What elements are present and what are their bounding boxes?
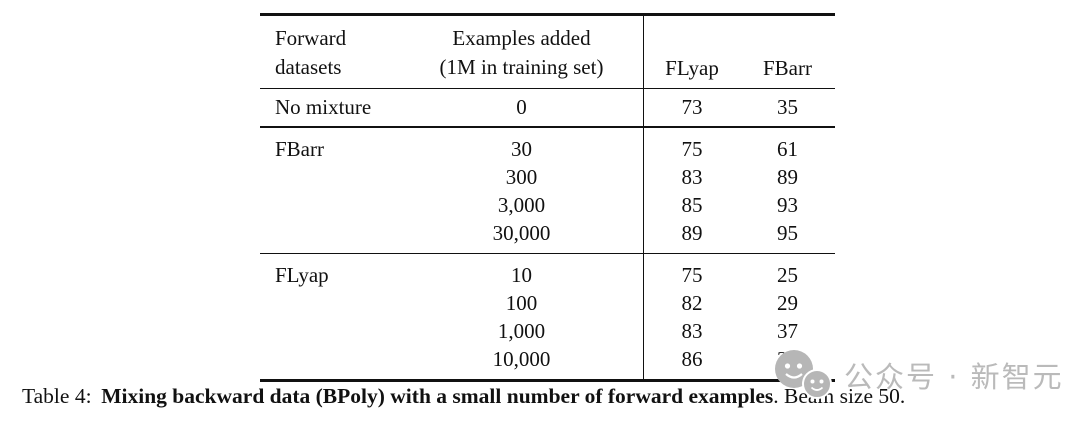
flyap-score: 75: [681, 263, 703, 287]
header-text: (1M in training set): [439, 54, 604, 79]
fbarr-score: 89: [777, 164, 798, 189]
chat-bubbles-icon: [772, 348, 838, 407]
flyap-score: 73: [643, 89, 740, 126]
examples-added-value: 100: [505, 291, 538, 315]
flyap-score: 85: [681, 192, 703, 217]
fbarr-column: 61 89 93 95: [740, 128, 835, 253]
group-label: FBarr: [275, 136, 324, 161]
examples-added-value: 300: [505, 164, 538, 189]
examples-added-value: 10: [511, 263, 532, 287]
examples-added-value: 30: [511, 136, 532, 161]
table-top-rule: [260, 13, 835, 16]
flyap-column: 75 83 85 89: [643, 127, 740, 253]
examples-added-column: 30 300 3,000 30,000: [400, 128, 643, 253]
table-bottom-rule: [260, 379, 835, 382]
caption-label: Table 4:: [22, 384, 92, 408]
fbarr-score: 95: [777, 220, 798, 245]
flyap-score: 82: [681, 291, 703, 315]
table-mid-rule: [260, 126, 835, 128]
examples-added-value: 1,000: [497, 319, 546, 343]
header-text: datasets: [275, 54, 342, 79]
flyap-column: 75 82 83 86: [643, 254, 740, 379]
group-label: No mixture: [275, 95, 372, 119]
flyap-score: 83: [681, 164, 703, 189]
group-label-cell: FBarr: [260, 128, 400, 253]
header-flyap: FLyap: [643, 15, 740, 88]
fbarr-score: 25: [777, 263, 798, 287]
group-label-cell: FLyap: [260, 254, 400, 379]
header-text: FLyap: [665, 55, 719, 80]
header-text: Forward: [275, 25, 347, 50]
header-text: FBarr: [763, 55, 812, 80]
caption-tail-text: . Beam size 50.: [773, 384, 906, 408]
group-label: FLyap: [275, 263, 329, 287]
caption-bold-text: Mixing backward data (BPoly) with a smal…: [101, 384, 774, 408]
watermark-text: 公众号 · 新智元: [844, 360, 1064, 394]
header-forward-datasets: Forward datasets: [260, 16, 400, 88]
flyap-score: 86: [681, 347, 703, 371]
table-group-fbarr: FBarr 30 300 3,000 30,000 75 83 85 89 61…: [260, 127, 835, 253]
fbarr-score: 61: [777, 136, 798, 161]
table-caption: Table 4: Mixing backward data (BPoly) wit…: [22, 384, 905, 409]
table-mid-rule: [260, 87, 835, 89]
flyap-score: 83: [681, 319, 703, 343]
examples-added-value: 10,000: [492, 347, 551, 371]
flyap-score: 75: [681, 136, 703, 161]
results-table: Forward datasets Examples added (1M in t…: [260, 13, 835, 382]
examples-added-value: 30,000: [492, 220, 551, 245]
table-mid-rule: [260, 252, 835, 254]
table-group-flyap: FLyap 10 100 1,000 10,000 75 82 83 86 25…: [260, 254, 835, 379]
examples-added-value: 3,000: [497, 192, 546, 217]
examples-added-column: 10 100 1,000 10,000: [400, 254, 643, 379]
fbarr-score: 93: [777, 192, 798, 217]
table-header-row: Forward datasets Examples added (1M in t…: [260, 15, 835, 88]
fbarr-score: 37: [777, 319, 798, 343]
fbarr-score: 29: [777, 291, 798, 315]
table-group-no-mixture: No mixture 0 73 35: [260, 89, 835, 126]
header-examples-added: Examples added (1M in training set): [400, 16, 643, 88]
header-text: Examples added: [452, 25, 591, 50]
flyap-score: 89: [681, 220, 703, 245]
examples-added-value: 0: [516, 95, 527, 119]
fbarr-score: 35: [777, 95, 798, 119]
header-fbarr: FBarr: [740, 16, 835, 88]
